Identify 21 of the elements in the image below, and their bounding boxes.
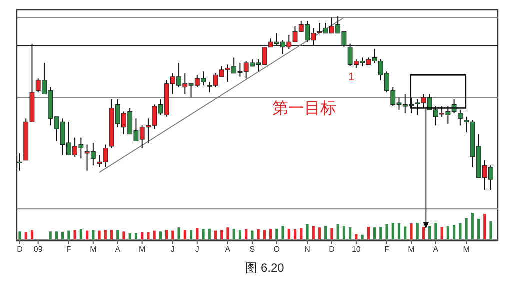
x-tick-label: N: [304, 245, 311, 254]
x-tick-label: M: [408, 245, 416, 254]
x-tick-label: M: [90, 245, 98, 254]
x-tick-label: S: [250, 245, 256, 254]
x-tick-label: J: [195, 245, 200, 254]
x-tick-label: 09: [34, 245, 44, 254]
x-tick-label: M: [463, 245, 470, 254]
x-tick-label: F: [384, 245, 390, 254]
x-tick-label: M: [139, 245, 146, 254]
x-tick-label: 10: [352, 245, 362, 254]
x-tick-label: D: [17, 245, 24, 254]
annotation: 1: [348, 71, 355, 84]
x-tick-label: F: [66, 245, 72, 254]
caption: 图 6.20: [246, 261, 285, 275]
x-tick-label: A: [225, 245, 232, 254]
x-tick-label: O: [274, 245, 280, 254]
x-tick-label: J: [170, 245, 175, 254]
x-tick-label: A: [115, 245, 122, 254]
x-tick-label: D: [329, 245, 336, 254]
x-tick-label: A: [433, 245, 440, 254]
annotation: 第一目标: [272, 100, 336, 118]
